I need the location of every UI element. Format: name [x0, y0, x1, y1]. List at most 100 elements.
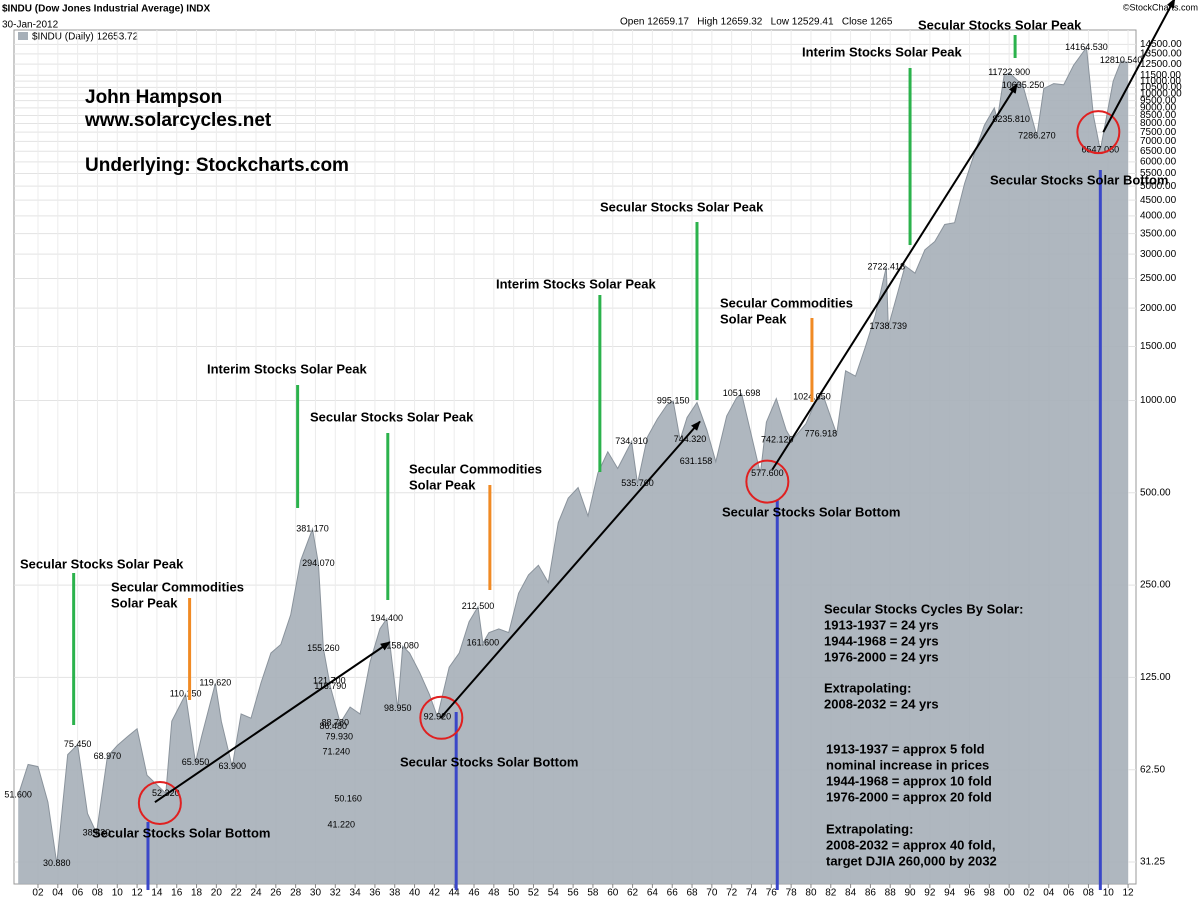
note-line: 1976-2000 = 24 yrs [824, 649, 939, 664]
x-tick-label: 18 [191, 888, 203, 899]
cycle-annotation: Secular Stocks Solar Bottom [722, 504, 900, 519]
x-tick-label: 30 [310, 888, 322, 899]
x-tick-label: 68 [686, 888, 698, 899]
cycle-annotation: Secular Stocks Solar Bottom [92, 825, 270, 840]
x-tick-label: 74 [746, 888, 758, 899]
author-line: www.solarcycles.net [84, 110, 272, 131]
x-tick-label: 52 [528, 888, 540, 899]
y-tick-label: 7500.00 [1140, 127, 1177, 138]
x-tick-label: 10 [1103, 888, 1115, 899]
x-tick-label: 98 [984, 888, 996, 899]
point-label: 8235.810 [992, 114, 1030, 124]
cycle-annotation: Solar Peak [111, 595, 178, 610]
note-line: nominal increase in prices [826, 757, 989, 772]
note-line: 1944-1968 = 24 yrs [824, 633, 939, 648]
x-tick-label: 60 [607, 888, 619, 899]
point-label: 577.600 [751, 468, 784, 478]
x-tick-label: 24 [250, 888, 262, 899]
x-tick-label: 06 [1063, 888, 1075, 899]
x-tick-label: 54 [548, 888, 560, 899]
x-tick-label: 02 [1023, 888, 1035, 899]
note-line: 2008-2032 = approx 40 fold, [826, 837, 995, 852]
point-label: 1051.698 [723, 388, 761, 398]
point-label: 776.918 [805, 428, 838, 438]
x-tick-label: 96 [964, 888, 976, 899]
bottom-circle [1076, 110, 1121, 155]
note-line: Extrapolating: [826, 821, 913, 836]
cycle-annotation: Secular Commodities [111, 579, 244, 594]
x-tick-label: 04 [52, 888, 64, 899]
cycle-annotation: Secular Stocks Solar Bottom [400, 754, 578, 769]
x-tick-label: 12 [1123, 888, 1135, 899]
point-label: 86.480 [320, 721, 348, 731]
cycle-annotation: Secular Commodities [720, 295, 853, 310]
point-label: 734.910 [615, 436, 648, 446]
x-tick-label: 76 [766, 888, 778, 899]
note-line: 1913-1937 = 24 yrs [824, 617, 939, 632]
cycle-annotation: Secular Stocks Solar Bottom [990, 172, 1168, 187]
chart-title: $INDU (Dow Jones Industrial Average) IND… [2, 4, 211, 15]
point-label: 1738.739 [869, 321, 907, 331]
y-tick-label: 11500.00 [1140, 70, 1181, 81]
x-tick-label: 48 [488, 888, 500, 899]
y-tick-label: 4000.00 [1140, 211, 1177, 222]
x-tick-label: 64 [647, 888, 659, 899]
y-tick-label: 2000.00 [1140, 303, 1177, 314]
point-label: 110.150 [170, 689, 202, 699]
point-label: 98.950 [384, 703, 412, 713]
cycle-annotation: Interim Stocks Solar Peak [496, 276, 656, 291]
point-label: 2722.418 [867, 261, 905, 271]
x-tick-label: 06 [72, 888, 84, 899]
x-tick-label: 42 [429, 888, 441, 899]
x-tick-label: 56 [568, 888, 580, 899]
point-label: 75.450 [64, 739, 92, 749]
y-tick-label: 500.00 [1140, 487, 1171, 498]
x-tick-label: 22 [231, 888, 243, 899]
cycle-annotation: Secular Commodities [409, 461, 542, 476]
cycle-annotation: Interim Stocks Solar Peak [207, 361, 367, 376]
x-tick-label: 32 [330, 888, 342, 899]
x-tick-label: 46 [468, 888, 480, 899]
x-tick-label: 36 [369, 888, 381, 899]
x-tick-label: 00 [1004, 888, 1016, 899]
point-label: 11722.900 [988, 67, 1030, 77]
legend-label: $INDU (Daily) 12653.72 [32, 32, 139, 43]
y-tick-label: 7000.00 [1140, 136, 1177, 147]
point-label: 212.500 [462, 601, 495, 611]
x-tick-label: 58 [587, 888, 599, 899]
y-tick-label: 13500.00 [1140, 49, 1182, 60]
plot-area [17, 46, 1129, 884]
x-tick-label: 82 [825, 888, 837, 899]
point-label: 92.920 [424, 711, 452, 721]
point-label: 12810.540 [1100, 55, 1143, 65]
area-fill [18, 47, 1129, 884]
point-label: 158.080 [386, 641, 419, 651]
point-label: 294.070 [302, 558, 335, 568]
x-tick-label: 88 [885, 888, 897, 899]
point-label: 535.760 [621, 478, 654, 488]
note-line: target DJIA 260,000 by 2032 [826, 853, 997, 868]
point-label: 68.970 [94, 751, 122, 761]
y-tick-label: 10500.00 [1140, 82, 1182, 93]
point-label: 631.158 [680, 456, 713, 466]
y-tick-label: 6000.00 [1140, 157, 1177, 168]
y-tick-label: 31.25 [1140, 857, 1165, 868]
cycle-annotation: Solar Peak [409, 477, 476, 492]
point-label: 119.620 [199, 678, 231, 688]
point-label: 65.950 [182, 757, 210, 767]
note-line: 1944-1968 = approx 10 fold [826, 773, 992, 788]
trend-arrow [771, 83, 1018, 471]
cycle-annotation: Secular Stocks Solar Peak [600, 199, 764, 214]
point-label: 38.830 [83, 827, 111, 837]
price-header: Open 12659.17 High 12659.32 Low 12529.41… [620, 17, 893, 28]
trend-arrow [154, 641, 391, 803]
y-tick-label: 62.50 [1140, 764, 1165, 775]
y-tick-label: 3500.00 [1140, 228, 1177, 239]
x-tick-label: 44 [449, 888, 461, 899]
point-label: 7286.270 [1018, 130, 1056, 140]
x-tick-label: 28 [290, 888, 302, 899]
watermark: ©StockCharts.com [1123, 2, 1198, 12]
note-line: Extrapolating: [824, 680, 911, 695]
point-label: 6547.050 [1082, 145, 1120, 155]
